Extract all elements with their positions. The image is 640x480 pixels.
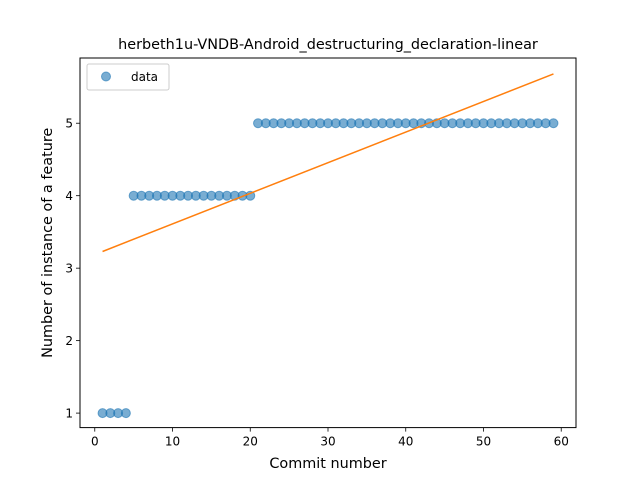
- chart-title: herbeth1u-VNDB-Android_destructuring_dec…: [118, 37, 538, 53]
- y-tick-label: 1: [65, 406, 73, 420]
- legend-frame: [86, 63, 170, 91]
- x-tick-label: 0: [91, 435, 99, 449]
- x-tick-label: 10: [165, 435, 180, 449]
- y-axis: 1 2 3 4 5: [65, 117, 80, 420]
- x-tick-label: 20: [243, 435, 258, 449]
- fit-line: [102, 73, 554, 253]
- x-axis: 0 10 20 30 40 50 60: [91, 427, 569, 449]
- x-tick-label: 40: [398, 435, 413, 449]
- y-tick-label: 2: [65, 334, 73, 348]
- legend: data: [86, 63, 170, 91]
- y-axis-label: Number of instance of a feature: [40, 128, 56, 358]
- legend-marker-data: [101, 71, 111, 82]
- x-tick-label: 60: [554, 435, 569, 449]
- x-tick-label: 50: [476, 435, 491, 449]
- y-tick-label: 4: [65, 189, 73, 203]
- data-point: [548, 118, 559, 129]
- y-tick-label: 3: [65, 261, 73, 275]
- x-tick-label: 30: [320, 435, 335, 449]
- legend-label-data: data: [131, 70, 158, 84]
- plot-area: [97, 73, 559, 419]
- y-tick-label: 5: [65, 117, 73, 131]
- x-axis-label: Commit number: [269, 456, 386, 472]
- data-point: [120, 408, 131, 419]
